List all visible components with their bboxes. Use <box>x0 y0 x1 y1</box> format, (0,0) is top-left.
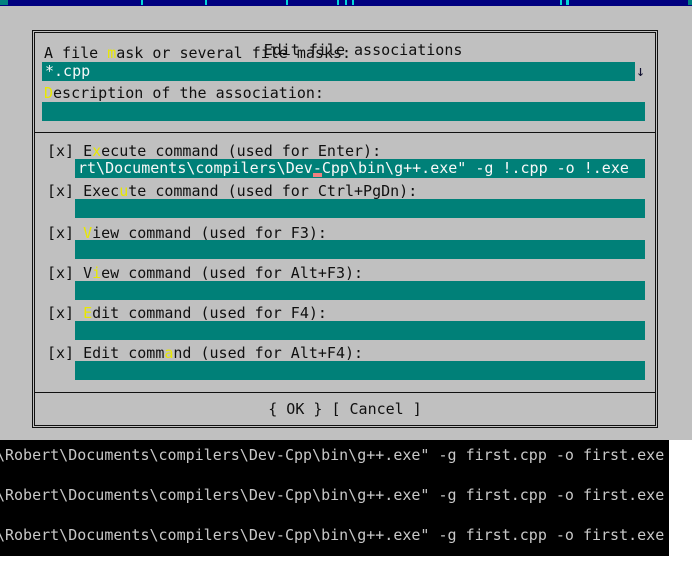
separator <box>35 132 655 133</box>
label-text: ew command (used for Alt+F3): <box>101 264 364 282</box>
dialog-title: Edit file associations <box>256 41 470 59</box>
console-line: \Robert\Documents\compilers\Dev-Cpp\bin\… <box>0 446 664 466</box>
console-output: \Robert\Documents\compilers\Dev-Cpp\bin\… <box>0 440 669 556</box>
topbar-artifact <box>352 0 354 5</box>
execute-ctrlpgdn-row: [x] Execute command (used for Ctrl+PgDn): <box>47 182 417 201</box>
description-label: Description of the association: <box>44 84 324 103</box>
clipped-char: \ <box>0 446 5 465</box>
topbar-artifact <box>688 0 692 5</box>
dialog-title-row: Edit file associations <box>32 22 658 59</box>
topbar-artifact <box>0 0 8 5</box>
clipped-top-row <box>0 0 692 6</box>
hotkey-letter: x <box>92 142 102 160</box>
label-text: ecute command (used for Enter): <box>101 142 382 160</box>
history-dropdown-icon[interactable]: ↓ <box>636 62 646 80</box>
label-text: escription of the association: <box>53 84 324 102</box>
label-text: iew command (used for F3): <box>92 224 327 242</box>
checkbox-execute-enter[interactable]: [x] <box>47 142 75 160</box>
checkbox-view-altf3[interactable]: [x] <box>47 264 75 282</box>
console-line: \Robert\Documents\compilers\Dev-Cpp\bin\… <box>0 486 664 506</box>
view-altf3-input[interactable] <box>75 281 645 300</box>
file-mask-input[interactable]: *.cpp <box>42 62 635 81</box>
execute-ctrlpgdn-input[interactable] <box>75 199 645 218</box>
console-line: \Robert\Documents\compilers\Dev-Cpp\bin\… <box>0 526 664 546</box>
view-f3-input[interactable] <box>75 240 645 259</box>
view-altf3-label: View command (used for Alt+F3): <box>83 264 363 282</box>
edit-f4-input[interactable] <box>75 321 645 340</box>
console-text: Robert\Documents\compilers\Dev-Cpp\bin\g… <box>5 446 665 464</box>
hotkey-letter: i <box>92 264 102 282</box>
execute-enter-label: Execute command (used for Enter): <box>83 142 381 160</box>
input-text: Cpp\bin\g++.exe" -g !.cpp -o !.exe <box>321 159 629 177</box>
edit-altf4-label: Edit command (used for Alt+F4): <box>83 344 363 362</box>
text-cursor: - <box>312 159 322 177</box>
label-text: Edit comm <box>83 344 165 362</box>
view-altf3-row: [x] View command (used for Alt+F3): <box>47 264 363 283</box>
console-text: Robert\Documents\compilers\Dev-Cpp\bin\g… <box>5 526 665 544</box>
hotkey-letter: u <box>119 182 129 200</box>
edit-f4-label: Edit command (used for F4): <box>83 304 327 322</box>
console-text: Robert\Documents\compilers\Dev-Cpp\bin\g… <box>5 486 665 504</box>
view-f3-label: View command (used for F3): <box>83 224 327 242</box>
topbar-artifact <box>345 0 347 5</box>
dialog-button-row: { OK } [ Cancel ] <box>32 400 658 420</box>
topbar-artifact <box>141 0 143 5</box>
execute-ctrlpgdn-label: Execute command (used for Ctrl+PgDn): <box>83 182 417 200</box>
label-text: Exec <box>83 182 120 200</box>
hotkey-letter: E <box>83 304 93 322</box>
hotkey-letter: D <box>44 84 54 102</box>
view-f3-row: [x] View command (used for F3): <box>47 224 327 243</box>
file-mask-value: *.cpp <box>45 62 91 80</box>
hotkey-letter: a <box>164 344 174 362</box>
file-mask-label: A file mask or several file masks: <box>44 44 351 63</box>
edit-altf4-input[interactable] <box>75 361 645 380</box>
cancel-button[interactable]: [ Cancel ] <box>331 400 422 418</box>
separator <box>35 392 655 393</box>
execute-enter-input[interactable]: rt\Documents\compilers\Dev-Cpp\bin\g++.e… <box>75 159 645 178</box>
clipped-char: \ <box>0 526 5 545</box>
hotkey-letter: V <box>83 224 93 242</box>
topbar-artifact <box>560 0 562 5</box>
execute-enter-row: [x] Execute command (used for Enter): <box>47 142 381 161</box>
checkbox-edit-altf4[interactable]: [x] <box>47 344 75 362</box>
checkbox-execute-ctrlpgdn[interactable]: [x] <box>47 182 75 200</box>
hotkey-letter: m <box>107 44 117 62</box>
topbar-artifact <box>337 0 339 5</box>
description-input[interactable] <box>42 102 645 121</box>
label-text: ask or several file masks: <box>116 44 352 62</box>
checkbox-edit-f4[interactable]: [x] <box>47 304 75 322</box>
edit-f4-row: [x] Edit command (used for F4): <box>47 304 327 323</box>
label-text: A file <box>44 44 108 62</box>
topbar-artifact <box>566 0 569 5</box>
label-text: E <box>83 142 93 160</box>
label-text: dit command (used for F4): <box>92 304 327 322</box>
topbar-artifact <box>286 0 288 5</box>
label-text: V <box>83 264 93 282</box>
topbar-artifact <box>205 0 207 5</box>
input-text: rt\Documents\compilers\Dev <box>78 159 313 177</box>
ok-button[interactable]: { OK } <box>268 400 323 418</box>
edit-altf4-row: [x] Edit command (used for Alt+F4): <box>47 344 363 363</box>
clipped-char: \ <box>0 486 5 505</box>
checkbox-view-f3[interactable]: [x] <box>47 224 75 242</box>
label-text: te command (used for Ctrl+PgDn): <box>128 182 418 200</box>
label-text: nd (used for Alt+F4): <box>173 344 364 362</box>
